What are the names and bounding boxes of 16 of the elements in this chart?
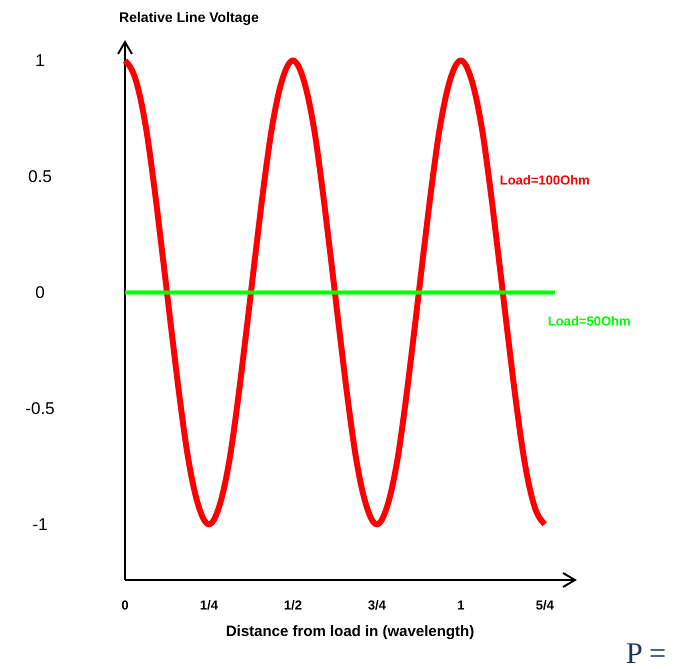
y-tick-label: 1	[35, 51, 45, 70]
x-tick-label: 5/4	[536, 598, 555, 612]
y-axis-title: Relative Line Voltage	[119, 9, 259, 25]
text: P =	[626, 637, 666, 669]
y-tick-label: 0	[35, 282, 45, 302]
x-tick-label: 1/4	[200, 598, 219, 612]
x-tick-label: 1/2	[284, 598, 302, 612]
series-label: Load=50Ohm	[548, 313, 631, 328]
series-label: Load=100Ohm	[500, 172, 590, 188]
y-tick-label: -1	[32, 514, 48, 534]
y-tick-label: -0.5	[25, 398, 55, 418]
x-tick-label: 3/4	[368, 598, 387, 612]
x-tick-label: 0	[121, 598, 129, 612]
y-tick-label: 0.5	[28, 167, 52, 186]
x-tick-label: 1	[457, 598, 464, 612]
x-axis-title: Distance from load in (wavelength)	[226, 623, 474, 640]
